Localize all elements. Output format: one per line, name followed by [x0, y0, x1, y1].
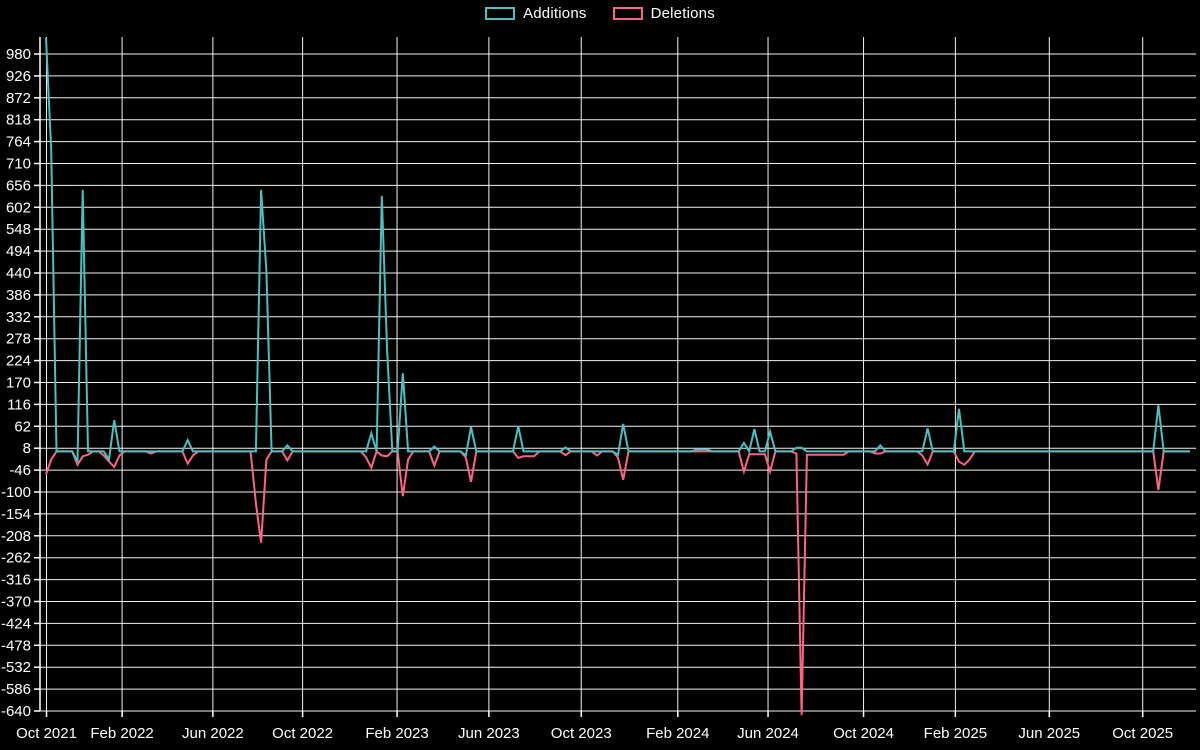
legend-item-additions[interactable]: Additions [485, 5, 587, 22]
y-tick-label: -208 [1, 528, 31, 545]
y-tick-label: -154 [1, 506, 31, 523]
x-tick-label: Oct 2025 [1112, 725, 1173, 742]
x-tick-label: Jun 2023 [458, 725, 520, 742]
y-tick-label: -640 [1, 703, 31, 720]
y-tick-label: 494 [6, 243, 31, 260]
y-tick-label: 278 [6, 331, 31, 348]
y-tick-label: -586 [1, 681, 31, 698]
y-tick-label: 764 [6, 134, 31, 151]
x-tick-label: Feb 2025 [924, 725, 987, 742]
y-tick-label: 656 [6, 177, 31, 194]
x-tick-label: Oct 2023 [551, 725, 612, 742]
x-tick-label: Feb 2022 [90, 725, 153, 742]
y-tick-label: 980 [6, 46, 31, 63]
series-line-additions [45, 37, 1190, 463]
y-tick-label: 710 [6, 156, 31, 173]
y-tick-label: 872 [6, 90, 31, 107]
y-tick-label: 62 [14, 418, 31, 435]
y-tick-label: 224 [6, 353, 31, 370]
x-tick-label: Feb 2024 [646, 725, 709, 742]
y-tick-label: 386 [6, 287, 31, 304]
deletions-swatch-icon [612, 7, 643, 20]
legend-label-additions: Additions [523, 5, 587, 22]
additions-swatch-icon [485, 7, 516, 20]
x-tick-label: Jun 2025 [1018, 725, 1080, 742]
y-tick-label: 332 [6, 309, 31, 326]
series-line-deletions [45, 449, 1190, 716]
legend-label-deletions: Deletions [650, 5, 715, 22]
y-tick-label: -46 [9, 462, 31, 479]
y-tick-label: -424 [1, 615, 31, 632]
x-tick-label: Jun 2022 [182, 725, 244, 742]
x-tick-label: Oct 2024 [833, 725, 894, 742]
x-tick-label: Jun 2024 [737, 725, 799, 742]
y-tick-label: 116 [7, 396, 31, 413]
y-tick-label: 548 [6, 221, 31, 238]
y-tick-label: -316 [1, 572, 31, 589]
y-tick-label: -262 [1, 550, 31, 567]
y-tick-label: 170 [6, 375, 31, 392]
y-tick-label: 818 [6, 112, 31, 129]
y-tick-label: -370 [1, 594, 31, 611]
y-tick-label: -478 [1, 637, 31, 654]
chart-legend: Additions Deletions [0, 5, 1200, 22]
x-tick-label: Feb 2023 [365, 725, 428, 742]
y-tick-label: -532 [1, 659, 31, 676]
x-tick-label: Oct 2021 [16, 725, 77, 742]
y-tick-label: 926 [6, 68, 31, 85]
legend-item-deletions[interactable]: Deletions [612, 5, 715, 22]
y-tick-label: 440 [6, 265, 31, 282]
y-tick-label: 8 [23, 440, 31, 457]
y-tick-label: 602 [6, 199, 31, 216]
y-tick-label: -100 [1, 484, 31, 501]
x-tick-label: Oct 2022 [272, 725, 333, 742]
